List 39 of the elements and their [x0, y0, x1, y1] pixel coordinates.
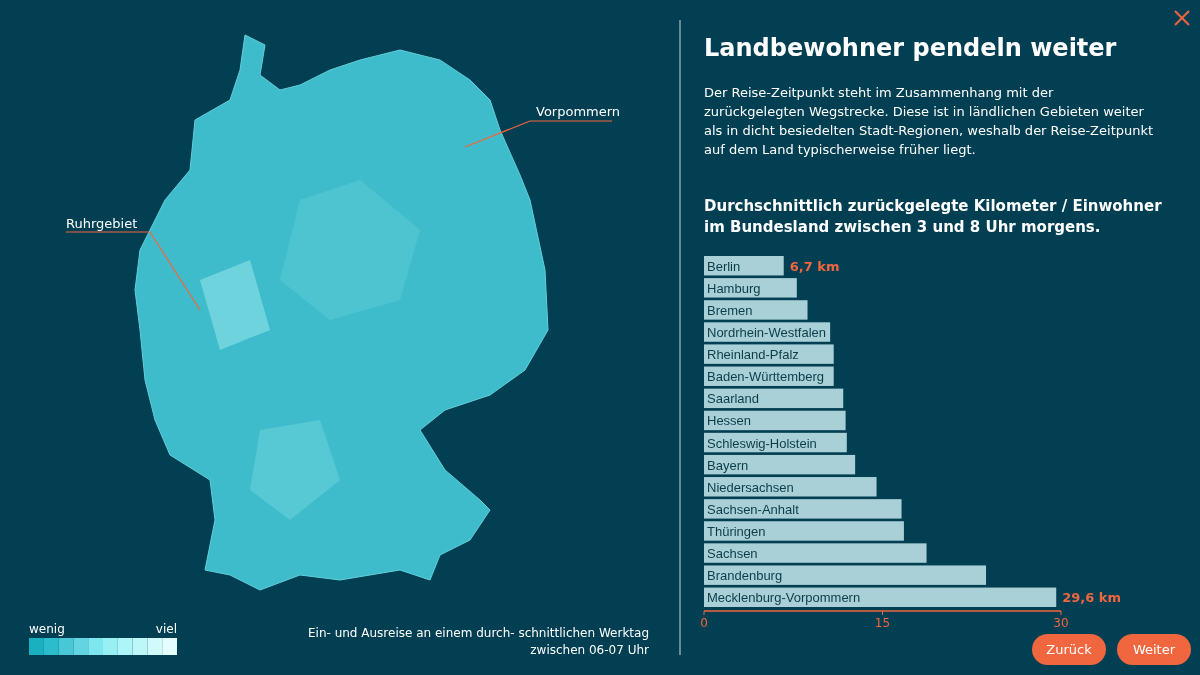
y-tick-label: Mecklenburg-Vorpommern: [707, 590, 861, 606]
text: Durchschnittlich zurückgelegte Kilometer / Einwohner im Bundesland zwischen 3 und 8 Uhr morgens.: [704, 197, 1163, 236]
chart-title: Landbewohner pendeln weiter: [704, 34, 1117, 62]
bar: [704, 565, 987, 585]
y-tick-label: Brandenburg: [707, 568, 783, 584]
bar: [704, 521, 904, 541]
bar: [704, 410, 846, 431]
bar: [704, 454, 856, 475]
text: Zurück: [1046, 642, 1093, 657]
y-tick-label: Niedersachsen: [707, 479, 794, 495]
text: zwischen 06-07 Uhr: [530, 643, 650, 657]
y-tick-label: Hamburg: [707, 280, 761, 296]
x-tick-label: 15: [874, 616, 891, 630]
y-tick-label: Schleswig-Holstein: [707, 435, 817, 451]
y-tick-label: Thüringen: [707, 523, 766, 539]
y-tick-label: Sachsen-Anhalt: [707, 501, 800, 517]
y-tick-label: Sachsen: [707, 546, 758, 562]
y-tick-label: Bayern: [707, 457, 749, 473]
y-tick-label: Berlin: [707, 258, 741, 274]
y-tick-label: Nordrhein-Westfalen: [707, 325, 826, 341]
y-tick-label: Rheinland-Pfalz: [707, 347, 799, 363]
data-label: 29,6 km: [1062, 590, 1122, 606]
x-tick-label: 30: [1053, 616, 1069, 630]
y-tick-label: Saarland: [707, 391, 760, 407]
y-tick-label: Bremen: [707, 302, 753, 318]
text: Weiter: [1132, 642, 1176, 657]
text: Vorpommern: [536, 104, 621, 119]
y-tick-label: Baden-Württemberg: [707, 369, 825, 385]
bar: [704, 499, 902, 519]
chart-subtitle: Der Reise-Zeitpunkt steht im Zusammenhang mit der zurückgelegten Wegstrecke. Diese ist in ländlichen Gebieten weiter als in dicht besiedelten Stadt-Regionen, weshalb der Reise-Zeitpunkt auf dem Land typischerweise früher liegt.: [704, 85, 1154, 157]
x-tick-label: 0: [700, 616, 708, 630]
text: Ein- und Ausreise an einem durch- schnittlichen Werktag: [307, 626, 649, 640]
data-label: 6,7 km: [789, 258, 840, 274]
text: Ruhrgebiet: [66, 216, 138, 231]
bar: [704, 543, 927, 563]
text: wenig: [29, 622, 65, 636]
text: viel: [155, 622, 177, 636]
bar: [704, 300, 808, 320]
y-tick-label: Hessen: [707, 413, 752, 429]
